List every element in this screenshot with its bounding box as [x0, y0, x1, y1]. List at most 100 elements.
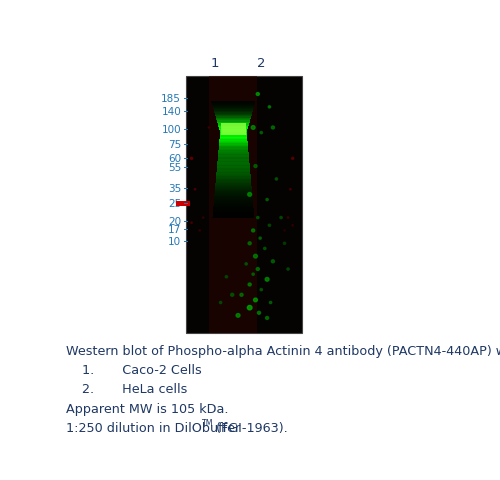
Bar — [214, 197, 252, 198]
Bar — [219, 128, 248, 129]
Bar — [213, 210, 254, 211]
Circle shape — [256, 217, 259, 219]
Text: TM: TM — [202, 418, 213, 427]
Circle shape — [190, 158, 192, 160]
Bar — [220, 142, 248, 143]
Bar — [220, 135, 247, 136]
Circle shape — [236, 314, 240, 318]
Circle shape — [284, 230, 286, 232]
Circle shape — [266, 317, 268, 320]
Bar — [214, 192, 252, 193]
Bar — [216, 171, 250, 172]
Bar — [214, 201, 253, 202]
Bar — [215, 115, 252, 116]
Bar — [214, 109, 254, 110]
Circle shape — [287, 268, 289, 271]
Bar — [212, 106, 254, 107]
Bar — [214, 193, 252, 194]
Bar — [213, 213, 254, 214]
Bar — [220, 140, 248, 141]
Bar — [218, 123, 249, 124]
Bar — [212, 103, 256, 104]
Bar — [214, 206, 254, 207]
Circle shape — [288, 217, 289, 219]
Circle shape — [245, 263, 248, 265]
Bar — [216, 184, 252, 185]
Bar — [220, 129, 248, 130]
Bar — [216, 179, 251, 180]
Bar — [218, 124, 249, 125]
Bar — [218, 148, 248, 149]
Bar — [218, 162, 250, 163]
Bar — [218, 126, 248, 127]
Bar — [219, 145, 248, 146]
Bar — [213, 211, 254, 212]
Bar — [214, 112, 252, 113]
Bar — [212, 216, 254, 217]
Bar — [220, 136, 247, 137]
Bar — [212, 102, 256, 103]
Bar — [218, 163, 250, 164]
Bar — [215, 189, 252, 190]
Bar — [214, 200, 253, 201]
Bar — [220, 130, 248, 131]
Bar — [213, 214, 254, 215]
Bar — [214, 202, 253, 203]
Bar — [214, 195, 252, 196]
Bar — [216, 117, 251, 118]
Bar — [212, 215, 254, 216]
Circle shape — [254, 299, 258, 302]
Bar — [217, 166, 250, 167]
Bar — [216, 176, 250, 177]
Bar — [215, 115, 252, 116]
Bar — [216, 174, 250, 175]
Bar — [216, 178, 251, 179]
Bar — [216, 185, 252, 186]
Bar — [214, 199, 252, 200]
Bar — [210, 77, 258, 334]
Bar — [212, 107, 254, 108]
Bar — [216, 118, 250, 119]
Bar — [217, 168, 250, 169]
Bar — [212, 217, 254, 218]
Bar — [214, 111, 253, 112]
Bar — [218, 153, 248, 154]
Bar — [216, 177, 250, 178]
Circle shape — [208, 128, 210, 129]
Bar — [215, 190, 252, 191]
Text: 1: 1 — [210, 57, 219, 70]
Bar — [214, 110, 253, 111]
Bar — [218, 163, 250, 164]
Bar — [216, 120, 250, 121]
Bar — [176, 202, 190, 206]
Bar — [212, 106, 254, 107]
Bar — [218, 125, 248, 126]
Bar — [218, 157, 249, 158]
Bar — [216, 170, 250, 171]
Bar — [214, 200, 253, 201]
Bar — [216, 182, 251, 183]
Text: 55: 55 — [168, 163, 181, 173]
Text: 60: 60 — [168, 154, 181, 164]
Text: 2.       HeLa cells: 2. HeLa cells — [66, 383, 188, 396]
Text: 100: 100 — [162, 124, 181, 134]
Text: 1.       Caco-2 Cells: 1. Caco-2 Cells — [66, 363, 202, 376]
Text: 25: 25 — [168, 199, 181, 209]
Bar — [216, 118, 251, 119]
Bar — [214, 205, 254, 206]
Bar — [220, 141, 248, 142]
Bar — [218, 159, 249, 160]
Bar — [218, 148, 248, 149]
Bar — [220, 136, 247, 137]
Circle shape — [252, 229, 254, 232]
Bar — [212, 105, 254, 106]
Bar — [214, 196, 252, 197]
Text: 2: 2 — [257, 57, 266, 70]
Bar — [219, 128, 248, 129]
Bar — [216, 185, 252, 186]
Circle shape — [256, 93, 260, 96]
Bar — [216, 175, 250, 176]
Bar — [215, 187, 252, 188]
Bar — [217, 122, 250, 123]
Bar — [217, 121, 250, 122]
